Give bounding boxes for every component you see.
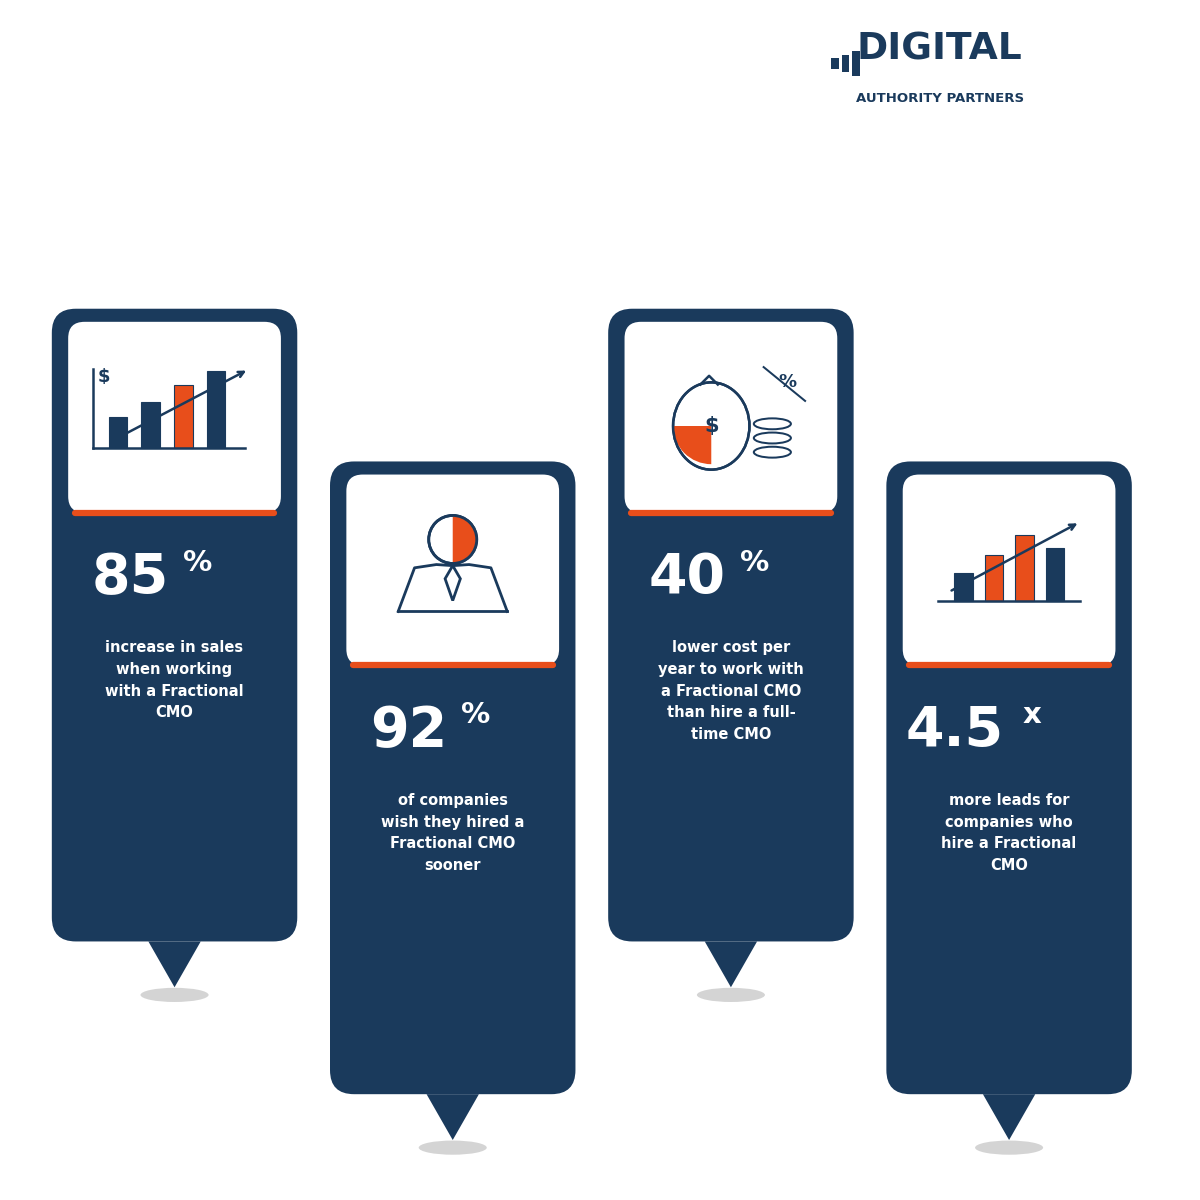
FancyBboxPatch shape <box>902 474 1116 666</box>
Text: DIGITAL: DIGITAL <box>857 31 1022 67</box>
Bar <box>206 372 226 448</box>
Bar <box>954 574 972 600</box>
Ellipse shape <box>673 383 750 469</box>
Polygon shape <box>704 942 757 988</box>
FancyBboxPatch shape <box>68 322 281 512</box>
Bar <box>174 384 192 448</box>
Text: %: % <box>462 702 491 730</box>
Text: %: % <box>739 548 769 577</box>
Ellipse shape <box>976 1140 1043 1154</box>
Ellipse shape <box>140 988 209 1002</box>
FancyBboxPatch shape <box>608 308 853 942</box>
Wedge shape <box>673 426 712 464</box>
Wedge shape <box>452 516 476 564</box>
Bar <box>841 54 850 72</box>
Text: x: x <box>1022 702 1040 730</box>
Text: $: $ <box>97 368 110 386</box>
Text: $: $ <box>704 416 719 436</box>
Text: 92: 92 <box>370 703 448 757</box>
Polygon shape <box>149 942 200 988</box>
Text: AUTHORITY PARTNERS: AUTHORITY PARTNERS <box>857 91 1025 104</box>
Text: increase in sales
when working
with a Fractional
CMO: increase in sales when working with a Fr… <box>106 641 244 720</box>
Ellipse shape <box>754 432 791 444</box>
Bar <box>852 50 859 76</box>
Text: 40: 40 <box>648 551 726 605</box>
Text: of companies
wish they hired a
Fractional CMO
sooner: of companies wish they hired a Fractiona… <box>382 793 524 872</box>
Bar <box>832 58 839 68</box>
Bar <box>984 554 1003 600</box>
Text: 4.5: 4.5 <box>906 703 1003 757</box>
Ellipse shape <box>419 1140 487 1154</box>
Text: more leads for
companies who
hire a Fractional
CMO: more leads for companies who hire a Frac… <box>942 793 1076 872</box>
Bar <box>1045 548 1064 600</box>
Text: %: % <box>779 373 797 391</box>
Ellipse shape <box>754 419 791 430</box>
Ellipse shape <box>754 446 791 457</box>
FancyBboxPatch shape <box>887 462 1132 1094</box>
Bar <box>1015 535 1033 600</box>
Polygon shape <box>426 1094 479 1140</box>
FancyBboxPatch shape <box>330 462 576 1094</box>
Circle shape <box>428 516 476 564</box>
FancyBboxPatch shape <box>347 474 559 666</box>
Ellipse shape <box>697 988 764 1002</box>
Polygon shape <box>983 1094 1036 1140</box>
FancyBboxPatch shape <box>624 322 838 512</box>
Text: %: % <box>184 548 212 577</box>
Bar <box>108 418 127 448</box>
Text: 85: 85 <box>92 551 169 605</box>
Text: lower cost per
year to work with
a Fractional CMO
than hire a full-
time CMO: lower cost per year to work with a Fract… <box>658 641 804 742</box>
FancyBboxPatch shape <box>52 308 298 942</box>
Bar <box>142 402 160 448</box>
